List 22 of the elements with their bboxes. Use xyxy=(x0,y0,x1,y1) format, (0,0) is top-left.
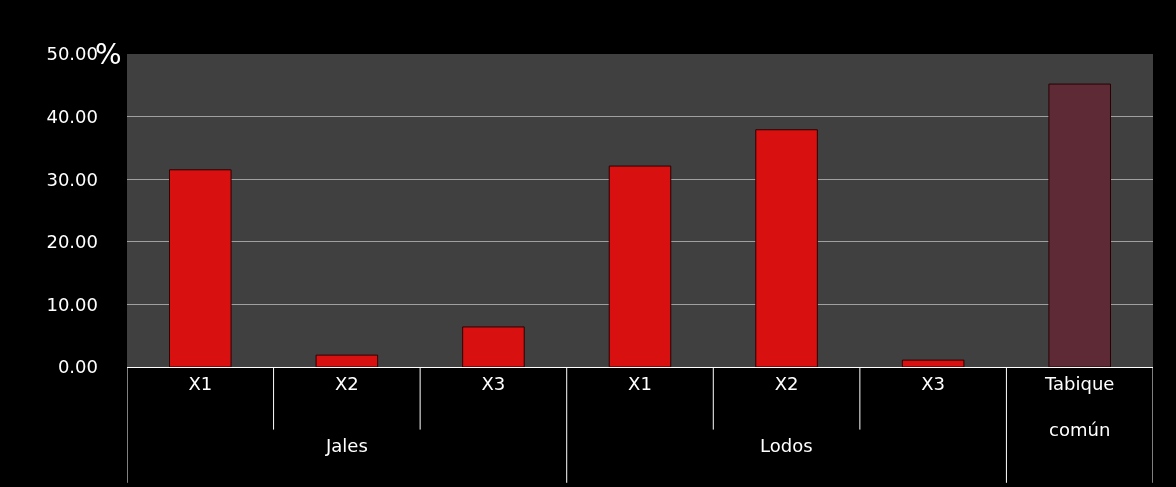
x-tick-label: X2 xyxy=(334,372,359,394)
y-tick-label: 40.00 xyxy=(46,105,98,127)
bar xyxy=(1048,83,1111,367)
y-tick-label: 10.00 xyxy=(46,293,98,315)
y-tick-label: 0.00 xyxy=(57,356,98,378)
text: Lodos xyxy=(760,435,813,456)
x-tick-label: X1 xyxy=(628,372,652,394)
y-axis-title: % xyxy=(95,38,122,71)
bar xyxy=(169,169,232,367)
category-label: Tabique común xyxy=(1045,372,1115,441)
bar xyxy=(755,129,818,367)
y-tick-label: 20.00 xyxy=(46,231,98,253)
x-tick-label: X3 xyxy=(921,372,946,394)
x-tick-label: X2 xyxy=(774,372,799,394)
bar xyxy=(315,354,379,367)
x-tick-label: X3 xyxy=(481,372,506,394)
bar xyxy=(608,165,672,367)
text: Jales xyxy=(325,435,368,456)
y-tick-label: 30.00 xyxy=(46,168,98,190)
bar xyxy=(462,326,525,367)
x-tick-label: X1 xyxy=(188,372,213,394)
bar xyxy=(901,359,965,367)
